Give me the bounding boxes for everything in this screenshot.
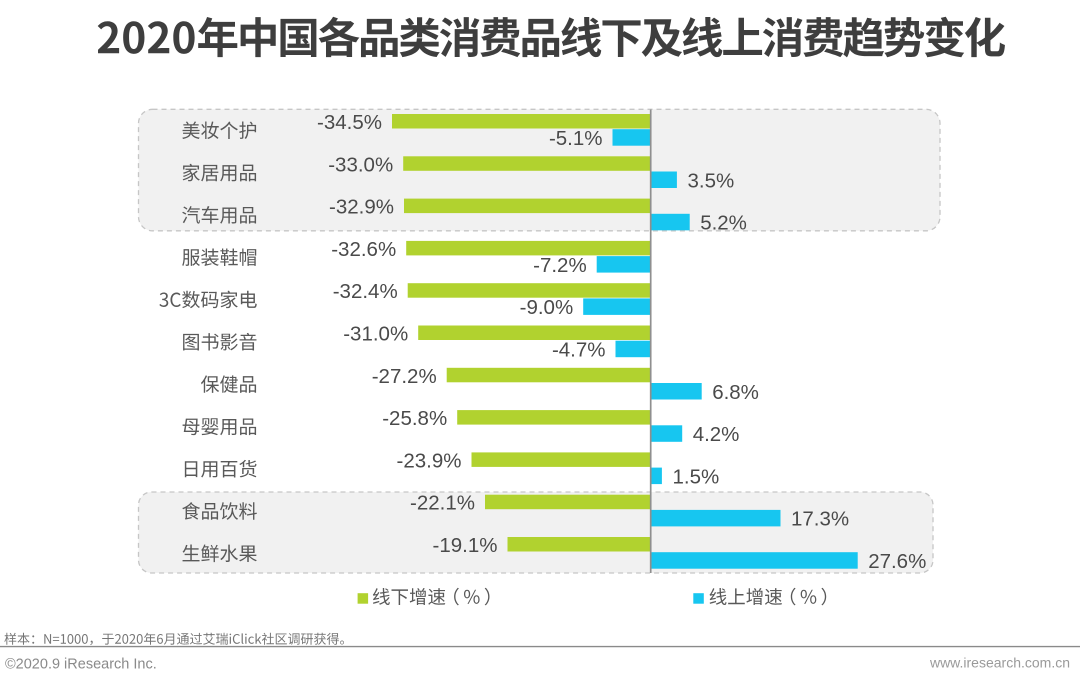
svg-text:-32.9%: -32.9% [329,196,394,219]
svg-text:27.6%: 27.6% [868,550,926,573]
svg-text:3.5%: 3.5% [688,169,735,192]
svg-text:17.3%: 17.3% [791,508,849,531]
svg-text:1.5%: 1.5% [673,465,720,488]
svg-text:-22.1%: -22.1% [410,492,475,515]
svg-text:4.2%: 4.2% [693,423,740,446]
svg-text:-19.1%: -19.1% [433,534,498,557]
svg-text:-33.0%: -33.0% [328,153,393,176]
svg-text:-31.0%: -31.0% [343,323,408,346]
svg-text:©2020.9 iResearch Inc.: ©2020.9 iResearch Inc. [5,657,157,673]
svg-text:-5.1%: -5.1% [549,127,603,150]
svg-text:5.2%: 5.2% [700,212,747,235]
svg-text:-23.9%: -23.9% [397,449,462,472]
svg-text:-9.0%: -9.0% [520,296,574,319]
svg-text:-32.6%: -32.6% [331,238,396,261]
svg-text:6.8%: 6.8% [712,381,759,404]
svg-text:-7.2%: -7.2% [533,254,587,277]
svg-text:-34.5%: -34.5% [317,111,382,134]
svg-text:www.iresearch.com.cn: www.iresearch.com.cn [929,655,1070,671]
svg-text:-27.2%: -27.2% [372,365,437,388]
svg-text:-4.7%: -4.7% [552,339,606,362]
svg-text:-32.4%: -32.4% [333,280,398,303]
svg-text:-25.8%: -25.8% [382,407,447,430]
